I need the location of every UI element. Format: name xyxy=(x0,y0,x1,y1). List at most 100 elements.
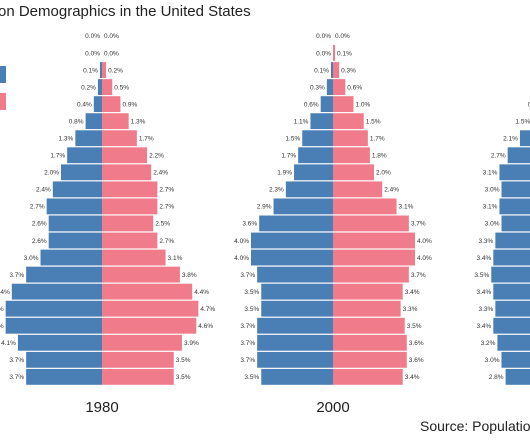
female-bar xyxy=(102,283,193,300)
female-bar xyxy=(102,317,197,334)
male-value-label: 3.7% xyxy=(9,374,24,381)
male-value-label: 1.5% xyxy=(515,118,530,125)
male-value-label: 3.1% xyxy=(483,170,498,177)
male-bar xyxy=(61,164,102,181)
female-value-label: 2.5% xyxy=(155,221,170,228)
female-value-label: 3.1% xyxy=(399,204,414,211)
male-bar xyxy=(501,351,530,368)
male-bar xyxy=(320,96,333,113)
male-value-label: 3.2% xyxy=(481,340,496,347)
female-bar xyxy=(102,96,121,113)
female-value-label: 0.0% xyxy=(104,50,119,57)
male-bar xyxy=(93,96,102,113)
male-bar xyxy=(5,300,102,317)
female-bar xyxy=(102,198,158,215)
female-bar xyxy=(333,283,403,300)
female-bar xyxy=(333,351,407,368)
female-bar xyxy=(102,164,152,181)
male-bar xyxy=(294,164,333,181)
male-bar xyxy=(26,351,102,368)
male-bar xyxy=(257,317,333,334)
female-value-label: 3.7% xyxy=(411,221,426,228)
female-value-label: 3.7% xyxy=(411,272,426,279)
female-bar xyxy=(333,215,409,232)
female-bar xyxy=(102,147,148,164)
male-bar xyxy=(48,215,102,232)
male-bar xyxy=(505,368,530,385)
female-bar xyxy=(102,368,174,385)
male-bar xyxy=(519,130,530,147)
male-bar xyxy=(11,283,102,300)
male-value-label: 3.3% xyxy=(479,238,494,245)
male-bar xyxy=(251,249,333,266)
female-bar xyxy=(102,300,199,317)
male-bar xyxy=(261,368,333,385)
male-bar xyxy=(251,232,333,249)
female-value-label: 1.7% xyxy=(370,136,385,143)
female-value-label: 0.9% xyxy=(122,101,137,108)
female-value-label: 0.6% xyxy=(347,84,362,91)
male-bar xyxy=(495,300,530,317)
female-bar xyxy=(102,79,113,95)
male-bar xyxy=(493,249,530,266)
male-value-label: 2.6% xyxy=(32,238,47,245)
female-value-label: 4.0% xyxy=(417,255,432,262)
male-bar xyxy=(46,198,102,215)
female-bar xyxy=(333,62,340,78)
female-value-label: 3.5% xyxy=(176,374,191,381)
male-value-label: 4.7% xyxy=(0,306,4,313)
male-bar xyxy=(48,232,102,249)
female-value-label: 3.3% xyxy=(403,306,418,313)
female-bar xyxy=(102,130,137,147)
male-value-label: 4.7% xyxy=(0,323,4,330)
male-bar xyxy=(52,181,102,198)
male-bar xyxy=(261,283,333,300)
female-bar xyxy=(333,113,364,130)
male-value-label: 0.1% xyxy=(83,67,98,74)
male-value-label: 3.0% xyxy=(485,187,500,194)
male-value-label: 0.8% xyxy=(69,118,84,125)
male-value-label: 3.1% xyxy=(483,204,498,211)
male-value-label: 3.4% xyxy=(476,323,491,330)
male-bar xyxy=(501,215,530,232)
female-value-label: 3.6% xyxy=(409,357,424,364)
female-value-label: 3.1% xyxy=(168,255,183,262)
male-value-label: 1.9% xyxy=(277,170,292,177)
female-bar xyxy=(333,300,401,317)
male-bar xyxy=(330,62,333,78)
female-bar xyxy=(102,113,129,130)
male-bar xyxy=(85,113,102,130)
female-bar xyxy=(102,215,154,232)
source-note: Source: Population xyxy=(420,418,530,434)
male-value-label: 2.9% xyxy=(257,204,272,211)
male-bar xyxy=(97,79,102,95)
male-bar xyxy=(493,283,530,300)
male-bar xyxy=(5,317,102,334)
male-bar xyxy=(499,164,530,181)
female-value-label: 0.5% xyxy=(114,84,129,91)
female-bar xyxy=(333,317,405,334)
female-bar xyxy=(102,334,182,351)
year-label-2000: 2000 xyxy=(316,399,349,416)
male-bar xyxy=(499,198,530,215)
male-value-label: 0.0% xyxy=(316,33,331,40)
male-value-label: 1.5% xyxy=(285,136,300,143)
male-bar xyxy=(326,79,333,95)
female-bar xyxy=(102,266,180,283)
male-bar xyxy=(40,249,102,266)
male-value-label: 4.4% xyxy=(0,289,10,296)
female-bar xyxy=(102,181,158,198)
female-value-label: 0.0% xyxy=(335,33,350,40)
female-bar xyxy=(102,232,158,249)
male-value-label: 0.2% xyxy=(81,84,96,91)
female-bar xyxy=(333,45,336,61)
male-value-label: 2.7% xyxy=(491,153,506,160)
male-value-label: 0.4% xyxy=(77,101,92,108)
male-value-label: 3.5% xyxy=(244,306,259,313)
male-value-label: 3.7% xyxy=(240,323,255,330)
male-value-label: 0.0% xyxy=(85,33,100,40)
male-value-label: 0.0% xyxy=(85,50,100,57)
male-bar xyxy=(310,113,333,130)
male-bar xyxy=(75,130,102,147)
male-bar xyxy=(273,198,333,215)
